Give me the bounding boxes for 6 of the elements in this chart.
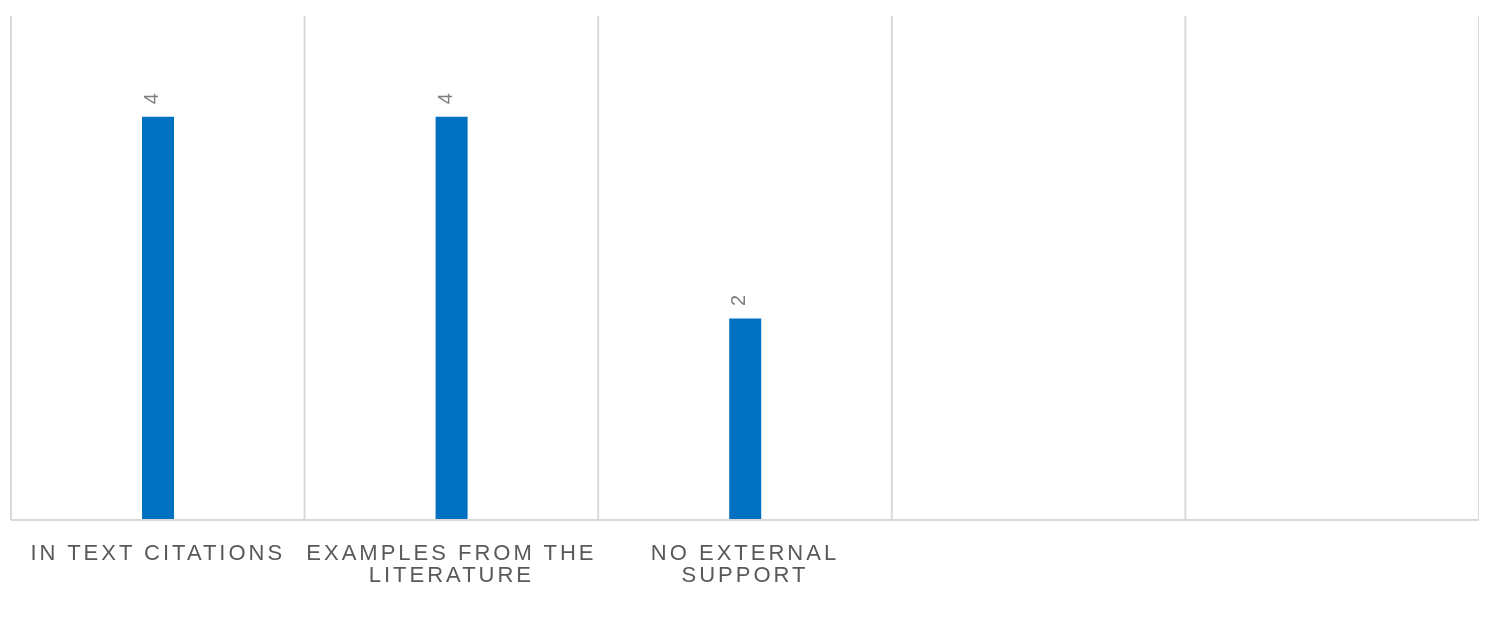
- data-label: 4: [433, 93, 456, 105]
- x-tick-label: EXAMPLES FROM THE LITERATURE: [306, 539, 597, 587]
- data-label: 2: [727, 294, 750, 306]
- data-label: 4: [140, 93, 162, 105]
- x-tick-label: IN TEXT CITATIONS: [30, 539, 286, 565]
- x-tick-label: NO EXTERNAL SUPPORT: [650, 539, 840, 587]
